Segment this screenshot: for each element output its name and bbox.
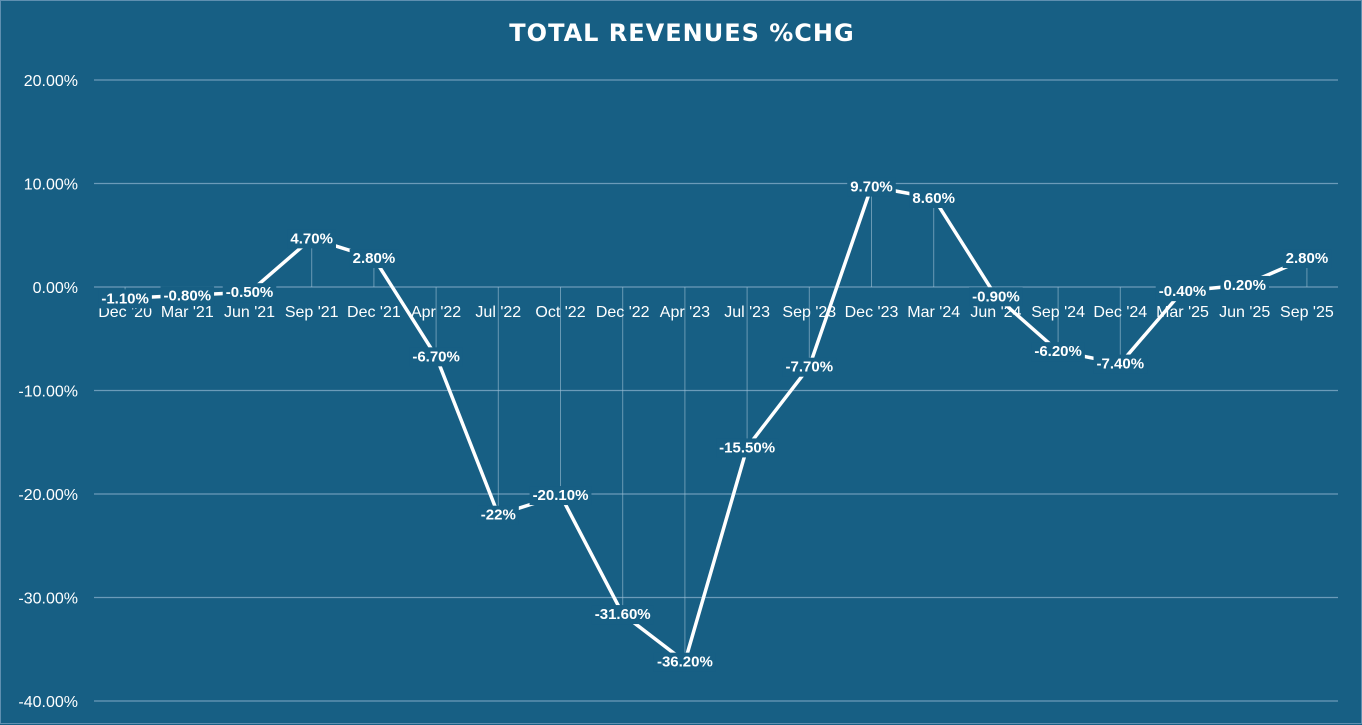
data-label-bg [969, 287, 1023, 307]
y-tick-label: 10.00% [24, 177, 78, 194]
data-label: 9.70% [850, 179, 893, 196]
data-label-bg [349, 249, 399, 269]
data-label: -6.70% [412, 348, 460, 365]
y-tick-label: -20.00% [18, 487, 78, 504]
data-label: 8.60% [912, 190, 955, 207]
x-tick-label: Jun '21 [224, 304, 275, 321]
data-label: -7.40% [1097, 356, 1145, 373]
x-axis-ticks: Dec '20 Mar '21 Jun '21 Sep '21 Dec '21 Apr '… [98, 304, 1334, 321]
data-label-bg [287, 229, 336, 249]
data-label: 4.70% [290, 230, 333, 247]
data-label: -22% [481, 507, 516, 524]
data-labels: -1.10% -0.80% -0.50% 4.70% 2.80% -6.70% -22% -2… [98, 177, 1332, 672]
data-label: -7.70% [786, 359, 834, 376]
y-tick-label: -40.00% [18, 694, 78, 711]
data-label-bg [222, 283, 277, 303]
data-label: -15.50% [719, 439, 775, 456]
x-tick-label: Oct '22 [535, 304, 585, 321]
x-tick-label: Dec '22 [596, 304, 650, 321]
data-label: -0.50% [226, 284, 274, 301]
y-tick-label: -30.00% [18, 591, 78, 608]
data-label-bg [591, 605, 654, 625]
y-axis-ticks: 20.00% 10.00% 0.00% -10.00% -20.00% -30.00% -4… [18, 73, 78, 711]
x-tick-label: Sep '21 [285, 304, 339, 321]
y-tick-label: 20.00% [24, 73, 78, 90]
data-label: 0.20% [1223, 277, 1266, 294]
x-tick-label: Mar '24 [907, 304, 960, 321]
y-tick-label: -10.00% [18, 384, 78, 401]
x-tick-label: Mar '21 [161, 304, 214, 321]
chart-title: TOTAL REVENUES %CHG [509, 19, 855, 47]
data-label: -0.80% [164, 287, 212, 304]
data-label-bg [782, 357, 837, 377]
x-tick-label: Jul '22 [475, 304, 521, 321]
data-label-bg [1220, 275, 1269, 295]
data-label-bg [1282, 249, 1332, 269]
data-label-bg [477, 505, 519, 525]
data-label: 2.80% [353, 250, 396, 267]
x-tick-label: Sep '23 [782, 304, 836, 321]
data-label-bg [1155, 282, 1210, 302]
x-tick-label: Jun '25 [1219, 304, 1270, 321]
data-label: -1.10% [101, 290, 149, 307]
y-tick-label: 0.00% [33, 280, 78, 297]
data-label-bg [529, 486, 592, 506]
x-tick-label: Apr '23 [660, 304, 710, 321]
x-tick-label: Sep '25 [1280, 304, 1334, 321]
x-tick-label: Apr '22 [411, 304, 461, 321]
data-label: 2.80% [1286, 250, 1329, 267]
data-label-bg [160, 286, 215, 306]
x-tick-label: Dec '23 [845, 304, 899, 321]
data-label-bg [909, 188, 958, 208]
data-label-bg [847, 177, 896, 197]
x-tick-label: Sep '24 [1031, 304, 1085, 321]
gridlines [94, 79, 1338, 702]
data-label-bg [653, 652, 716, 672]
data-label-bg [716, 438, 779, 458]
data-label-bg [1031, 342, 1085, 362]
drop-lines [124, 186, 1308, 662]
data-label-bg [1093, 354, 1148, 374]
series-line-group [125, 184, 1308, 664]
data-label: -20.10% [533, 487, 589, 504]
x-tick-label: Jul '23 [724, 304, 770, 321]
x-tick-label: Dec '21 [347, 304, 401, 321]
series-line [125, 184, 1308, 664]
data-label: -6.20% [1034, 343, 1082, 360]
data-label: -36.20% [657, 654, 713, 671]
data-label: -0.40% [1159, 283, 1207, 300]
data-label-bg [409, 347, 463, 367]
data-label: -0.90% [972, 288, 1020, 305]
data-label: -31.60% [595, 606, 651, 623]
x-tick-label: Dec '24 [1093, 304, 1147, 321]
data-label-bg [98, 289, 152, 309]
